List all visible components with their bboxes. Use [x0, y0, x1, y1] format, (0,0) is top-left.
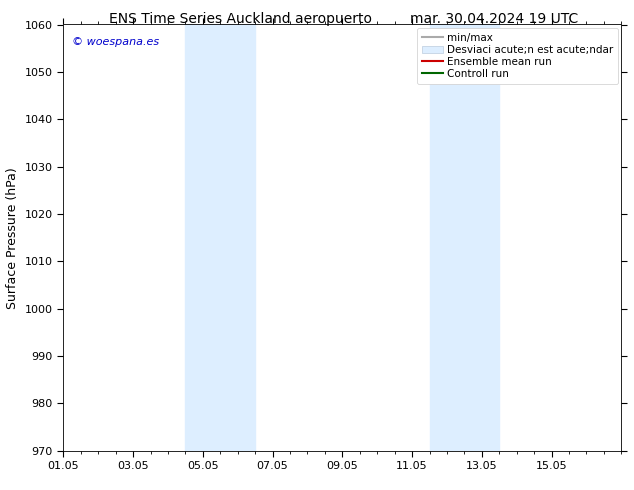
- Bar: [464, 24, 500, 451]
- Text: mar. 30.04.2024 19 UTC: mar. 30.04.2024 19 UTC: [410, 12, 579, 26]
- Bar: [429, 24, 464, 451]
- Bar: [221, 24, 255, 451]
- Legend: min/max, Desviaci acute;n est acute;ndar, Ensemble mean run, Controll run: min/max, Desviaci acute;n est acute;ndar…: [417, 27, 618, 84]
- Y-axis label: Surface Pressure (hPa): Surface Pressure (hPa): [6, 167, 19, 309]
- Text: © woespana.es: © woespana.es: [72, 37, 159, 48]
- Bar: [185, 24, 221, 451]
- Text: ENS Time Series Auckland aeropuerto: ENS Time Series Auckland aeropuerto: [110, 12, 372, 26]
